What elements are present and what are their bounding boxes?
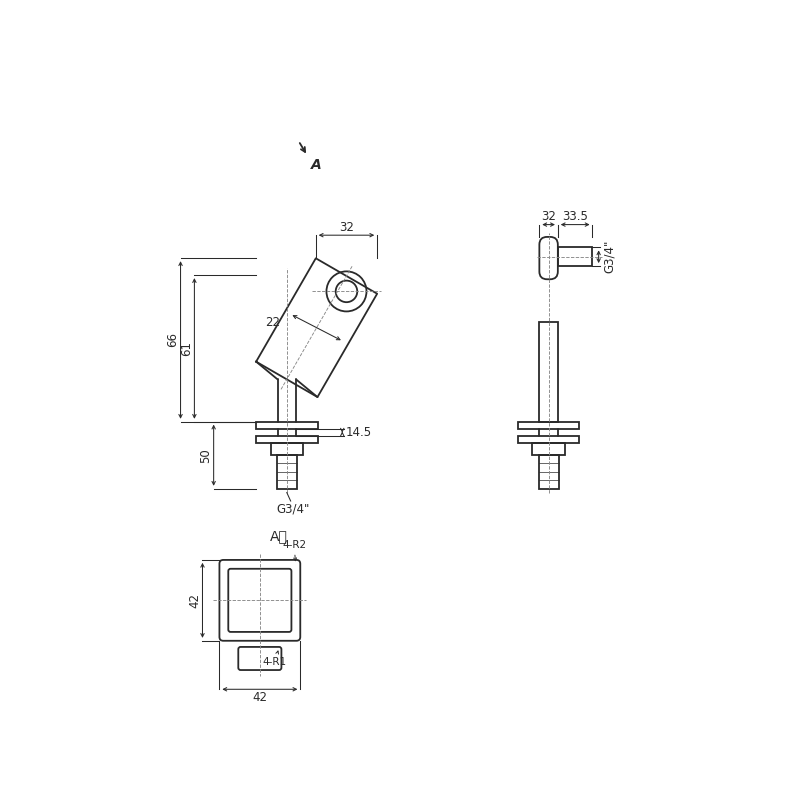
Text: 22: 22 bbox=[265, 316, 280, 329]
Bar bbox=[539, 322, 558, 422]
Text: 66: 66 bbox=[166, 333, 179, 347]
Bar bbox=[518, 435, 579, 442]
Bar bbox=[277, 455, 297, 489]
Text: A向: A向 bbox=[270, 529, 288, 543]
Text: 61: 61 bbox=[180, 341, 193, 356]
Bar bbox=[538, 455, 558, 489]
Bar bbox=[533, 442, 565, 455]
Bar bbox=[256, 435, 318, 442]
Bar bbox=[270, 442, 303, 455]
Text: 32: 32 bbox=[339, 221, 354, 234]
Bar bbox=[518, 422, 579, 429]
Text: A: A bbox=[310, 158, 322, 172]
Text: 42: 42 bbox=[252, 691, 267, 704]
Bar bbox=[558, 247, 593, 266]
Bar bbox=[256, 422, 318, 429]
Text: 33.5: 33.5 bbox=[562, 210, 588, 223]
Text: G3/4": G3/4" bbox=[603, 240, 616, 274]
Text: 4-R1: 4-R1 bbox=[262, 651, 286, 667]
Text: G3/4": G3/4" bbox=[276, 502, 310, 515]
Text: 4-R2: 4-R2 bbox=[282, 540, 306, 561]
Text: 50: 50 bbox=[199, 448, 212, 462]
Text: 32: 32 bbox=[541, 210, 556, 223]
Text: 42: 42 bbox=[188, 593, 201, 608]
Text: 14.5: 14.5 bbox=[346, 426, 371, 438]
